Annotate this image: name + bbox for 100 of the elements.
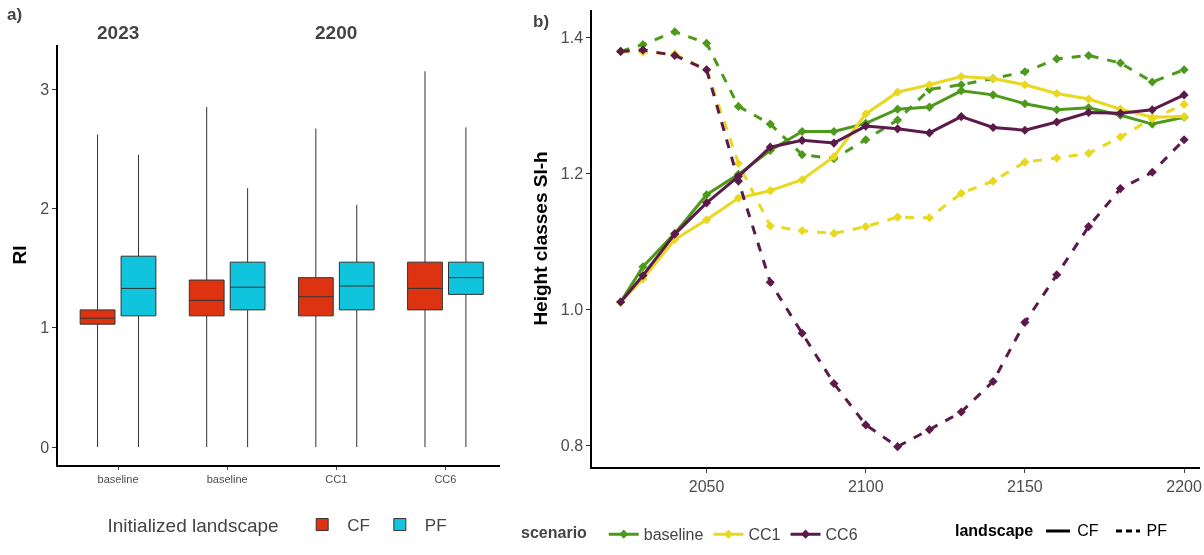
legend-label: PF [424,516,447,536]
point [797,328,807,338]
point [1147,77,1157,87]
point [829,228,839,238]
legend-title: Initialized landscape [107,514,290,536]
legend-label: baseline [643,526,704,544]
legend-title: scenario [521,524,588,542]
point [956,407,966,417]
point [733,193,743,203]
point [1020,99,1030,109]
x-tick-label: baseline [206,472,248,485]
point [924,128,934,138]
point [1115,184,1125,194]
point [1084,148,1094,158]
point [1147,167,1157,177]
point [829,138,839,148]
point [1084,222,1094,232]
y-axis-title: Height classes SI-h [530,151,552,326]
point [988,376,998,386]
text: a) [7,5,23,24]
point [1179,135,1189,145]
point [1052,88,1062,99]
point [1084,50,1094,61]
point [1115,58,1125,68]
point [829,378,839,389]
point [733,101,743,111]
point [765,221,775,231]
point [670,27,680,37]
point [1020,67,1030,77]
point [861,222,871,232]
point [797,150,807,160]
point [1020,157,1030,167]
x-tick-label: 2200 [1166,477,1202,495]
legend-label: CC6 [825,526,858,544]
x-tick-label: 2050 [688,477,725,495]
y-tick-label: 2 [40,200,50,218]
point [1179,99,1189,109]
point [638,270,648,281]
point [702,38,712,48]
text: 2023 [97,22,140,43]
point [1052,54,1062,64]
point [797,135,807,145]
point [924,425,934,435]
point [733,158,743,169]
y-tick-label: 1 [40,319,50,337]
x-tick-label: 2150 [1007,477,1043,495]
text: b) [533,12,550,31]
y-tick-label: 3 [40,80,50,98]
point [956,112,966,122]
x-tick-label: baseline [97,472,139,485]
point [797,175,807,185]
point [765,277,775,287]
legend-label: CF [347,516,370,536]
legend-label: CC1 [748,526,781,544]
y-tick-label: 0 [40,438,50,456]
text: PF [1146,522,1168,540]
y-tick-label: 1.2 [560,165,584,183]
point [1179,65,1189,75]
point [924,80,934,90]
text: landscape [955,522,1034,540]
y-axis-title: RI [9,245,31,265]
point [638,262,648,272]
point [988,90,998,100]
y-tick-label: 1.4 [560,29,584,47]
point [956,188,966,198]
x-tick-label: CC1 [325,472,348,485]
point [1052,153,1062,163]
point [893,87,903,97]
text: 2200 [315,22,358,43]
point [893,442,903,452]
point [988,176,998,186]
point [1020,80,1030,90]
point [893,104,903,114]
point [1020,125,1030,135]
point [893,115,903,125]
point [702,198,712,208]
point [765,186,775,196]
point [893,212,903,222]
point [988,122,998,133]
point [765,119,775,129]
point [797,226,807,236]
point [956,72,966,82]
point [861,135,871,145]
point [765,142,775,152]
point [1084,94,1094,104]
text: CF [1077,522,1099,540]
point [861,109,871,119]
point [1052,117,1062,127]
x-tick-label: 2100 [847,477,884,495]
point [1115,132,1125,142]
point [1052,270,1062,280]
point [1147,105,1157,115]
y-tick-label: 1.0 [560,301,584,319]
point [1020,317,1030,327]
point [861,420,871,430]
y-tick-label: 0.8 [560,436,584,454]
x-tick-label: CC6 [434,472,457,485]
point [1179,90,1189,100]
point [893,124,903,134]
point [702,215,712,225]
